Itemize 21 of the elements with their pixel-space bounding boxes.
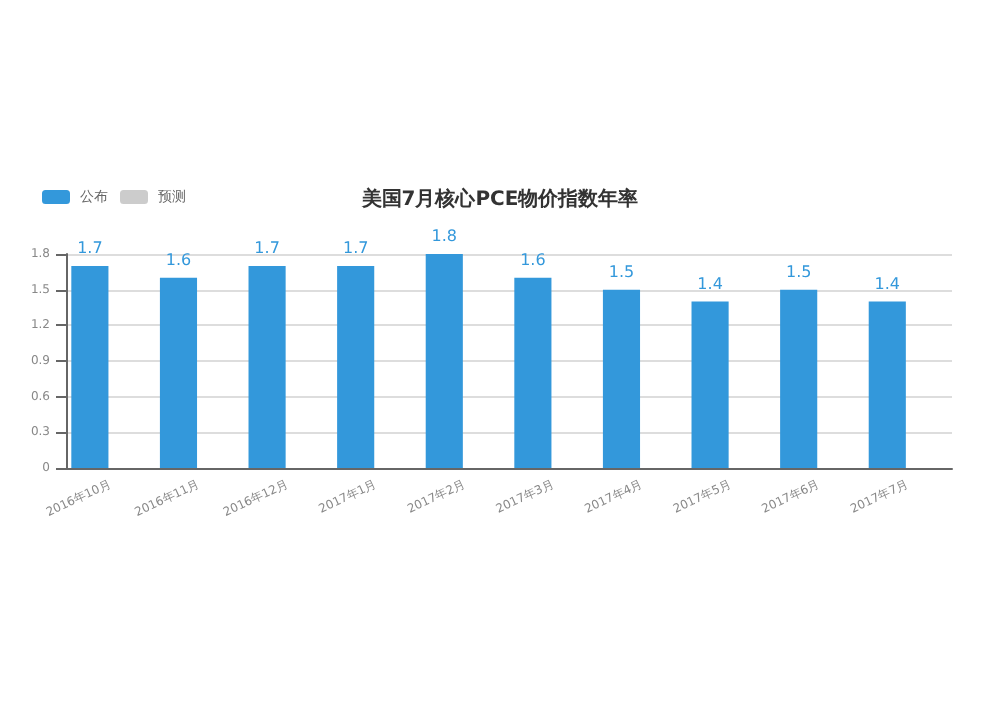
bar bbox=[780, 289, 818, 468]
data-label: 1.5 bbox=[785, 262, 812, 281]
chart-title: 美国7月核心PCE物价指数年率 bbox=[359, 187, 639, 211]
bar bbox=[71, 265, 109, 468]
data-label: 1.4 bbox=[697, 274, 723, 293]
data-label: 1.7 bbox=[342, 238, 369, 257]
bar bbox=[602, 289, 641, 468]
data-label: 1.4 bbox=[874, 274, 901, 293]
data-label: 1.5 bbox=[608, 262, 635, 281]
bar bbox=[868, 301, 906, 468]
bar bbox=[337, 265, 375, 468]
data-label: 1.7 bbox=[254, 238, 280, 257]
data-label: 1.8 bbox=[431, 227, 458, 245]
data-label: 1.6 bbox=[165, 250, 192, 269]
bar bbox=[248, 265, 286, 468]
data-label: 1.6 bbox=[520, 250, 546, 269]
bar bbox=[159, 277, 198, 468]
bar bbox=[691, 301, 729, 468]
bar bbox=[425, 254, 463, 468]
data-label: 1.7 bbox=[77, 238, 103, 257]
bar bbox=[514, 277, 552, 468]
